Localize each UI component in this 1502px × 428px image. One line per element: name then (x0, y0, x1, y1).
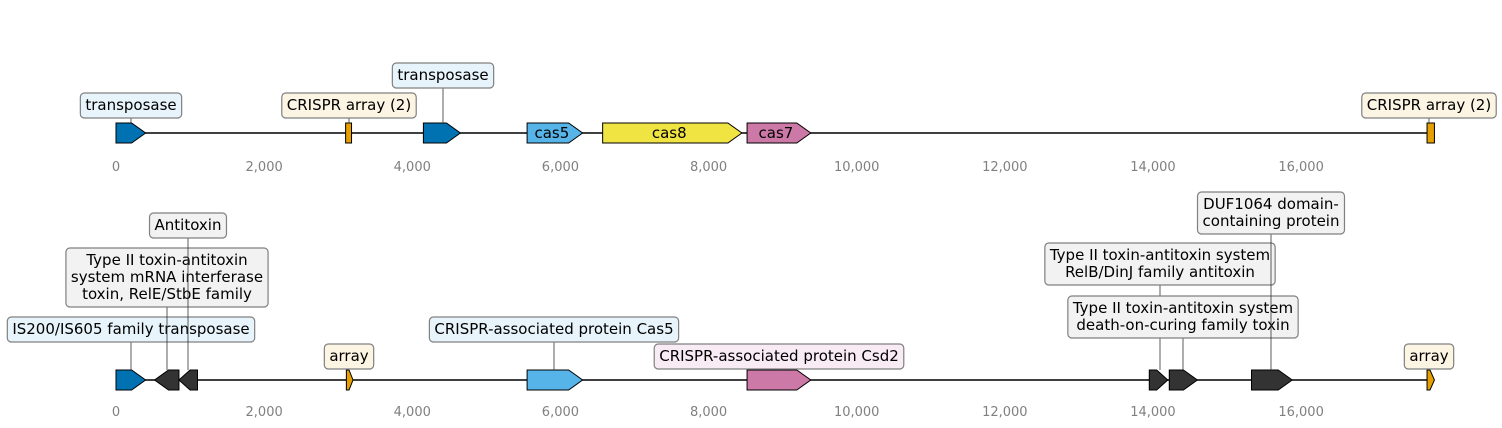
label-text: Type II toxin-antitoxin system (1072, 299, 1293, 317)
label-text: DUF1064 domain- (1203, 195, 1339, 213)
label-box (1196, 191, 1346, 235)
track-bottom: 0 2,000 4,000 6,000 8,000 10,000 12,000 14,000 1… (6, 191, 1455, 420)
axis-tick-label: 12,000 (982, 160, 1028, 175)
label-transposase: transposase (79, 92, 183, 119)
label-text: toxin, RelE/StbE family (82, 285, 252, 303)
gene-is200-is605-family-transposase (115, 369, 147, 391)
label-box (1361, 92, 1497, 119)
axis-tick-label: 2,000 (246, 160, 283, 175)
axis-tick-label: 8,000 (690, 160, 727, 175)
label-type-ii-toxin-antitoxin-system-relb-dinj-family-antitoxin: Type II toxin-antitoxin systemRelB/DinJ … (1044, 242, 1276, 286)
label-box (65, 247, 269, 308)
axis-tick-label: 14,000 (1130, 405, 1176, 420)
label-box (1044, 242, 1276, 286)
gene-array (345, 369, 354, 391)
axis-tick-label: 10,000 (834, 405, 880, 420)
label-text: Antitoxin (155, 216, 222, 234)
gene-cas8 (602, 122, 743, 144)
label-box (323, 343, 375, 370)
gene-cas7 (746, 122, 812, 144)
label-array: array (323, 343, 375, 370)
gene-transposase (422, 122, 462, 144)
gene-crispr-associated-protein-csd2 (746, 369, 812, 391)
label-box (1403, 343, 1455, 370)
axis-tick-label: 2,000 (246, 405, 283, 420)
label-text: transposase (397, 66, 488, 84)
gene-label-cas5: cas5 (534, 124, 569, 142)
label-box (1067, 295, 1299, 339)
label-text: IS200/IS605 family transposase (12, 320, 249, 338)
label-text: CRISPR array (2) (287, 96, 411, 114)
label-crispr-associated-protein-csd2: CRISPR-associated protein Csd2 (653, 343, 905, 370)
gene-label-cas7: cas7 (759, 124, 794, 142)
label-box (6, 316, 256, 343)
label-box (391, 62, 495, 89)
label-text: array (329, 347, 368, 365)
label-crispr-array-2: CRISPR array (2) (1361, 92, 1497, 119)
gene-crispr-array-2 (345, 122, 353, 144)
label-box (653, 343, 905, 370)
label-box (428, 316, 680, 343)
label-duf1064-domain-containing-protein: DUF1064 domain-containing protein (1196, 191, 1346, 235)
label-text: CRISPR-associated protein Csd2 (659, 347, 899, 365)
label-antitoxin: Antitoxin (148, 212, 228, 239)
label-box (281, 92, 417, 119)
gene-duf1064-domain-containing-protein (1250, 369, 1294, 391)
gene-antitoxin (178, 369, 198, 391)
label-text: Type II toxin-antitoxin (85, 251, 247, 269)
label-box (79, 92, 183, 119)
gene-type-ii-toxin-antitoxin-system-death-on-curing-family-toxin (1168, 369, 1199, 391)
axis-tick-label: 4,000 (394, 160, 431, 175)
label-text: CRISPR-associated protein Cas5 (434, 320, 673, 338)
gene-array (1426, 369, 1435, 391)
axis-tick-label: 8,000 (690, 405, 727, 420)
axis-tick-label: 6,000 (542, 160, 579, 175)
axis-tick-label: 12,000 (982, 405, 1028, 420)
axis-tick-label: 14,000 (1130, 160, 1176, 175)
axis-tick-label: 16,000 (1278, 160, 1324, 175)
label-crispr-array-2: CRISPR array (2) (281, 92, 417, 119)
axis-tick-label: 16,000 (1278, 405, 1324, 420)
gene-transposase (115, 122, 147, 144)
label-is200-is605-family-transposase: IS200/IS605 family transposase (6, 316, 256, 343)
gene-type-ii-toxin-antitoxin-system-relb-dinj-family-antitoxin (1148, 369, 1169, 391)
axis-tick-label: 0 (112, 160, 120, 175)
track-top: cas5 cas8 cas7 0 2,000 4,000 6,000 8,000 10,000 1… (79, 62, 1497, 175)
label-text: death-on-curing family toxin (1076, 316, 1289, 334)
gene-crispr-array-2 (1426, 122, 1435, 144)
label-text: CRISPR array (2) (1367, 96, 1491, 114)
axis-tick-label: 6,000 (542, 405, 579, 420)
axis-tick-label: 4,000 (394, 405, 431, 420)
label-text: containing protein (1203, 212, 1340, 230)
label-text: system mRNA interferase (71, 268, 263, 286)
label-transposase: transposase (391, 62, 495, 89)
label-text: transposase (85, 96, 176, 114)
label-type-ii-toxin-antitoxin-system-death-on-curing-family-toxin: Type II toxin-antitoxin systemdeath-on-c… (1067, 295, 1299, 339)
gene-crispr-associated-protein-cas5 (526, 369, 584, 391)
label-array: array (1403, 343, 1455, 370)
axis-tick-label: 0 (112, 405, 120, 420)
label-crispr-associated-protein-cas5: CRISPR-associated protein Cas5 (428, 316, 680, 343)
label-text: array (1409, 347, 1448, 365)
gene-cas5 (526, 122, 584, 144)
label-text: Type II toxin-antitoxin system (1049, 246, 1270, 264)
label-text: RelB/DinJ family antitoxin (1065, 263, 1255, 281)
gene-type-ii-toxin-antitoxin-system-mrna-interferase-toxin-rele-stbe-family (153, 369, 180, 391)
axis-tick-label: 10,000 (834, 160, 880, 175)
label-box (148, 212, 228, 239)
gene-label-cas8: cas8 (652, 124, 687, 142)
